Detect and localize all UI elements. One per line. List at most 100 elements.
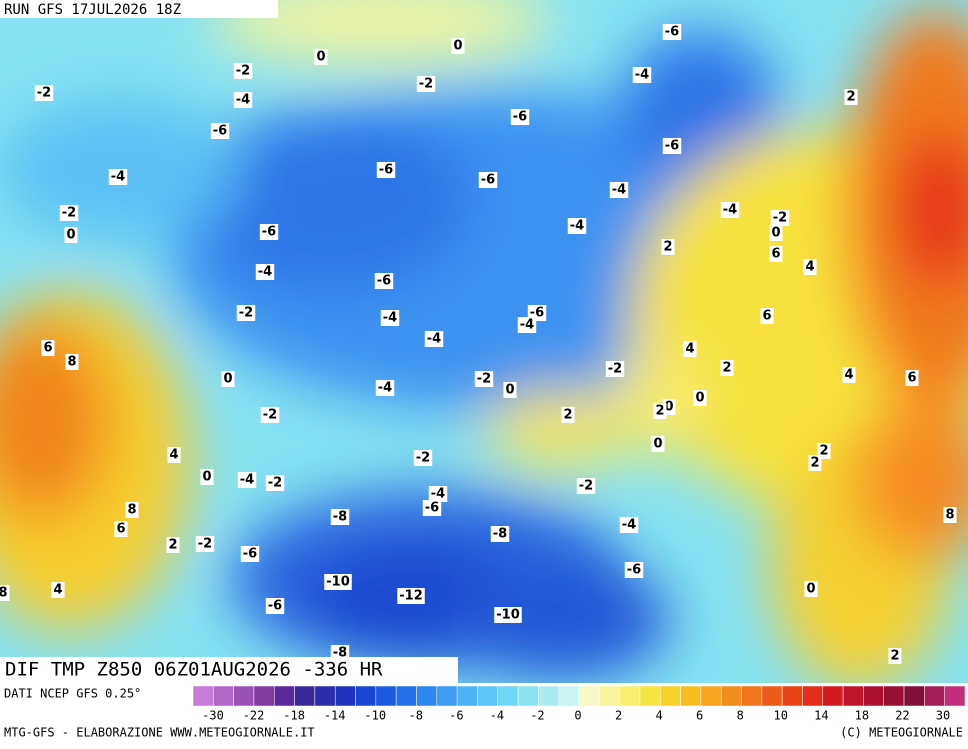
- contour-label: -6: [665, 139, 679, 154]
- contour-label: -4: [427, 332, 441, 347]
- contour-label-bg: [651, 436, 665, 452]
- colorbar-tick-label: -4: [490, 709, 504, 723]
- colorbar-tick-label: 2: [615, 709, 622, 723]
- colorbar-tick-label: -2: [530, 709, 544, 723]
- contour-label: 8: [0, 586, 8, 601]
- colorbar-cell: [456, 685, 478, 707]
- contour-label: -12: [399, 589, 423, 604]
- contour-label-bg: [375, 380, 395, 396]
- contour-label: -4: [635, 68, 649, 83]
- contour-label: -4: [258, 265, 272, 280]
- contour-label-bg: [41, 340, 55, 356]
- contour-label: 0: [202, 470, 211, 485]
- title-box: [0, 657, 458, 683]
- colorbar-cell: [924, 685, 945, 707]
- contour-label-bg: [0, 585, 10, 601]
- colorbar-cell: [355, 685, 377, 707]
- colorbar-cell: [558, 685, 580, 707]
- contour-label-bg: [108, 169, 128, 185]
- contour-label: -6: [627, 563, 641, 578]
- contour-label: 4: [169, 448, 178, 463]
- contour-label: 2: [890, 649, 899, 664]
- colorbar-cell: [802, 685, 824, 707]
- contour-label-bg: [490, 526, 510, 542]
- contour-label-bg: [683, 341, 697, 357]
- contour-label-bg: [314, 49, 328, 65]
- colorbar-cell: [274, 685, 295, 707]
- contour-label-bg: [661, 239, 675, 255]
- contour-label-bg: [662, 138, 682, 154]
- contour-label: -6: [243, 547, 257, 562]
- contour-label: -4: [622, 518, 636, 533]
- contour-label: 2: [722, 361, 731, 376]
- contour-label-bg: [59, 205, 79, 221]
- contour-label-bg: [324, 574, 352, 590]
- contour-label: -6: [268, 599, 282, 614]
- contour-label: -2: [198, 537, 212, 552]
- contour-label-bg: [888, 648, 902, 664]
- contour-label-bg: [510, 109, 530, 125]
- contour-label-bg: [195, 536, 215, 552]
- contour-label-bg: [236, 305, 256, 321]
- colorbar-cell: [253, 685, 275, 707]
- contour-label-bg: [632, 67, 652, 83]
- contour-label-bg: [769, 246, 783, 262]
- colorbar-cell: [883, 685, 905, 707]
- contour-label-bg: [65, 354, 79, 370]
- contour-label: -4: [723, 203, 737, 218]
- colorbar-cell: [903, 685, 925, 707]
- colorbar-tick-label: -14: [324, 709, 346, 723]
- contour-label-bg: [478, 172, 498, 188]
- contour-label-bg: [380, 310, 400, 326]
- contour-label: 0: [653, 437, 662, 452]
- contour-label: -6: [665, 25, 679, 40]
- colorbar-cell: [639, 685, 661, 707]
- colorbar-cell: [578, 685, 600, 707]
- contour-label-bg: [330, 645, 350, 661]
- contour-label: 0: [316, 50, 325, 65]
- colorbar-cell: [233, 685, 255, 707]
- contour-label: 8: [127, 503, 136, 518]
- contour-label-bg: [413, 450, 433, 466]
- contour-label: -4: [378, 381, 392, 396]
- colorbar-cell: [416, 685, 438, 707]
- contour-label: 0: [223, 372, 232, 387]
- contour-label: 4: [805, 260, 814, 275]
- colorbar-tick-label: 10: [774, 709, 788, 723]
- contour-label-bg: [125, 502, 139, 518]
- contour-label-bg: [517, 317, 537, 333]
- contour-label: 6: [762, 309, 771, 324]
- header-box: [0, 0, 278, 18]
- contour-label-bg: [803, 259, 817, 275]
- contour-label-bg: [494, 607, 522, 623]
- colorbar-tick-label: 18: [855, 709, 869, 723]
- colorbar-cell: [192, 685, 214, 707]
- colorbar-cell: [842, 685, 864, 707]
- colorbar-tick-label: -8: [409, 709, 423, 723]
- contour-label: -6: [262, 225, 276, 240]
- colorbar-cell: [781, 685, 803, 707]
- contour-label: -2: [416, 451, 430, 466]
- colorbar-cell: [517, 685, 539, 707]
- contour-label: 0: [505, 383, 514, 398]
- contour-label: -4: [612, 183, 626, 198]
- contour-label-bg: [576, 478, 596, 494]
- contour-label: 2: [846, 90, 855, 105]
- contour-label: -10: [326, 575, 350, 590]
- contour-label-bg: [265, 475, 285, 491]
- contour-label-bg: [330, 509, 350, 525]
- contour-label: 4: [685, 342, 694, 357]
- contour-label: -4: [431, 487, 445, 502]
- contour-label-bg: [428, 486, 448, 502]
- map-title: DIF TMP Z850 06Z01AUG2026 -336 HR: [5, 659, 383, 681]
- contour-label: -10: [496, 608, 520, 623]
- contour-label-bg: [662, 24, 682, 40]
- footer-right: (C) METEOGIORNALE: [840, 726, 963, 740]
- contour-label-bg: [200, 469, 214, 485]
- contour-label-bg: [424, 331, 444, 347]
- source-label: DATI NCEP GFS 0.25°: [4, 687, 141, 701]
- contour-label-bg: [693, 390, 707, 406]
- contour-label-bg: [561, 407, 575, 423]
- contour-label-bg: [842, 367, 856, 383]
